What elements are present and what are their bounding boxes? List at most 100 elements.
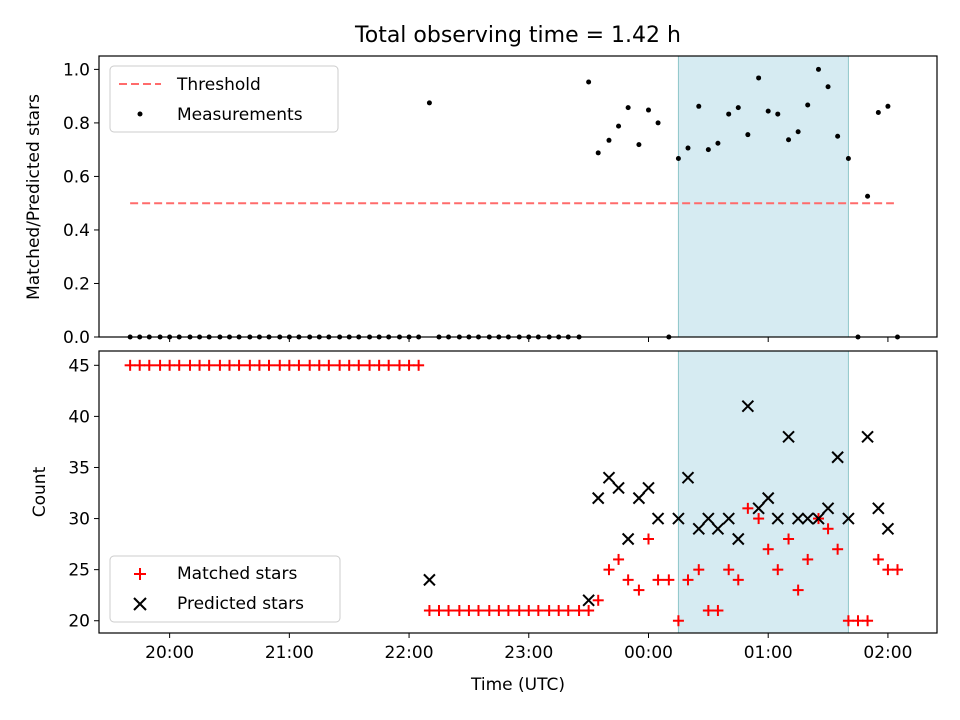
matched-star-point [802,553,814,565]
matched-star-point [184,359,196,371]
top-ylabel: Matched/Predicted stars [24,94,44,300]
measurement-point [426,100,432,106]
measurement-point [715,140,721,146]
predicted-star-point [812,512,825,525]
matched-star-point [862,615,874,627]
top-panel: 0.0 0.2 0.4 0.6 0.8 1.0 Matched/Predicted sta… [24,55,938,348]
top-y-tick-label: 0.2 [63,274,90,294]
bottom-axes-frame [98,350,938,634]
predicted-star-point [423,573,436,587]
legend-matched-swatch [134,568,146,580]
measurement-point [805,102,811,108]
bottom-legend-box [109,555,341,623]
matched-star-point [543,605,555,617]
matched-star-point [143,359,155,371]
matched-star-point [783,533,795,545]
matched-star-point [173,359,185,371]
matched-stars-points [124,359,903,627]
bottom-x-tick-label: 00:00 [624,643,673,663]
matched-star-point [263,359,275,371]
top-y-tick-label: 0.0 [63,328,90,348]
matched-star-point [483,605,495,617]
matched-star-point [652,574,664,586]
matched-star-point [712,605,724,617]
predicted-star-point [782,430,795,444]
predicted-star-point [761,491,775,505]
legend-predicted-swatch [133,597,147,611]
measurement-point [865,193,871,199]
matched-star-point [203,359,215,371]
measurement-point [756,75,762,81]
matched-star-point [134,359,146,371]
bottom-ylabel: Count [30,466,50,517]
matched-star-point [753,513,765,525]
measurement-point [586,79,592,85]
predicted-star-point [711,522,725,535]
matched-star-point [293,359,305,371]
predicted-star-point [732,532,745,546]
matched-star-point [832,543,844,555]
bottom-x-tick-label: 22:00 [385,643,434,663]
matched-star-point [253,359,265,371]
matched-star-point [583,605,595,617]
matched-star-point [592,594,604,606]
bottom-panel: 20 25 30 35 40 45 20:00 21:00 22:00 23:00 00:00 01… [30,350,938,695]
matched-star-point [223,359,235,371]
matched-star-point [323,359,335,371]
matched-star-point [393,359,405,371]
matched-star-point [443,605,455,617]
predicted-star-point [881,522,895,535]
top-legend: Threshold Measurements [109,65,339,133]
predicted-star-point [632,491,646,505]
bottom-x-tick-label: 01:00 [744,643,793,663]
top-y-tick-label: 0.8 [63,114,90,134]
predicted-star-point [831,451,844,464]
legend-measurements-label: Measurements [177,105,303,125]
matched-star-point [274,359,286,371]
matched-star-point [872,553,884,565]
matched-star-point [762,543,774,555]
matched-star-point [792,584,804,596]
matched-star-point [573,605,585,617]
legend-threshold-label: Threshold [176,75,261,95]
legend-predicted-label: Predicted stars [177,594,304,614]
matched-star-point [723,564,735,576]
matched-star-point [882,564,894,576]
predicted-star-point [621,532,635,546]
matched-star-point [334,359,346,371]
matched-star-point [364,359,376,371]
predicted-star-point [651,512,665,525]
matched-star-point [453,605,465,617]
matched-star-point [842,615,854,627]
matched-star-point [702,605,714,617]
measurement-point [875,109,881,115]
measurement-point [616,123,622,129]
matched-star-point [603,564,615,576]
predicted-star-point [681,471,695,484]
top-y-ticks: 0.0 0.2 0.4 0.6 0.8 1.0 [63,60,99,348]
predicted-star-point [821,502,835,515]
measurement-point [845,155,851,161]
top-legend-box [109,65,339,133]
predicted-star-point [741,399,755,413]
bottom-x-ticks: 20:00 21:00 22:00 23:00 00:00 01:00 02:00 [145,633,912,663]
matched-star-point [304,359,316,371]
matched-star-point [493,605,505,617]
matched-star-point [822,523,834,535]
predicted-star-point [791,512,805,525]
measurement-point [655,120,661,126]
predicted-star-point [612,481,625,495]
matched-star-point [194,359,206,371]
bottom-x-tick-label: 23:00 [504,643,553,663]
matched-star-point [622,574,634,586]
predicted-star-point [592,491,605,505]
predicted-star-point [722,512,735,525]
matched-star-point [891,564,903,576]
bottom-y-ticks: 20 25 30 35 40 45 [68,356,99,632]
measurement-point [885,103,891,109]
measurement-point [705,147,711,153]
matched-star-point [154,359,166,371]
measurement-point [745,132,751,138]
measurement-point [765,108,771,114]
bottom-y-tick-label: 40 [68,407,90,427]
